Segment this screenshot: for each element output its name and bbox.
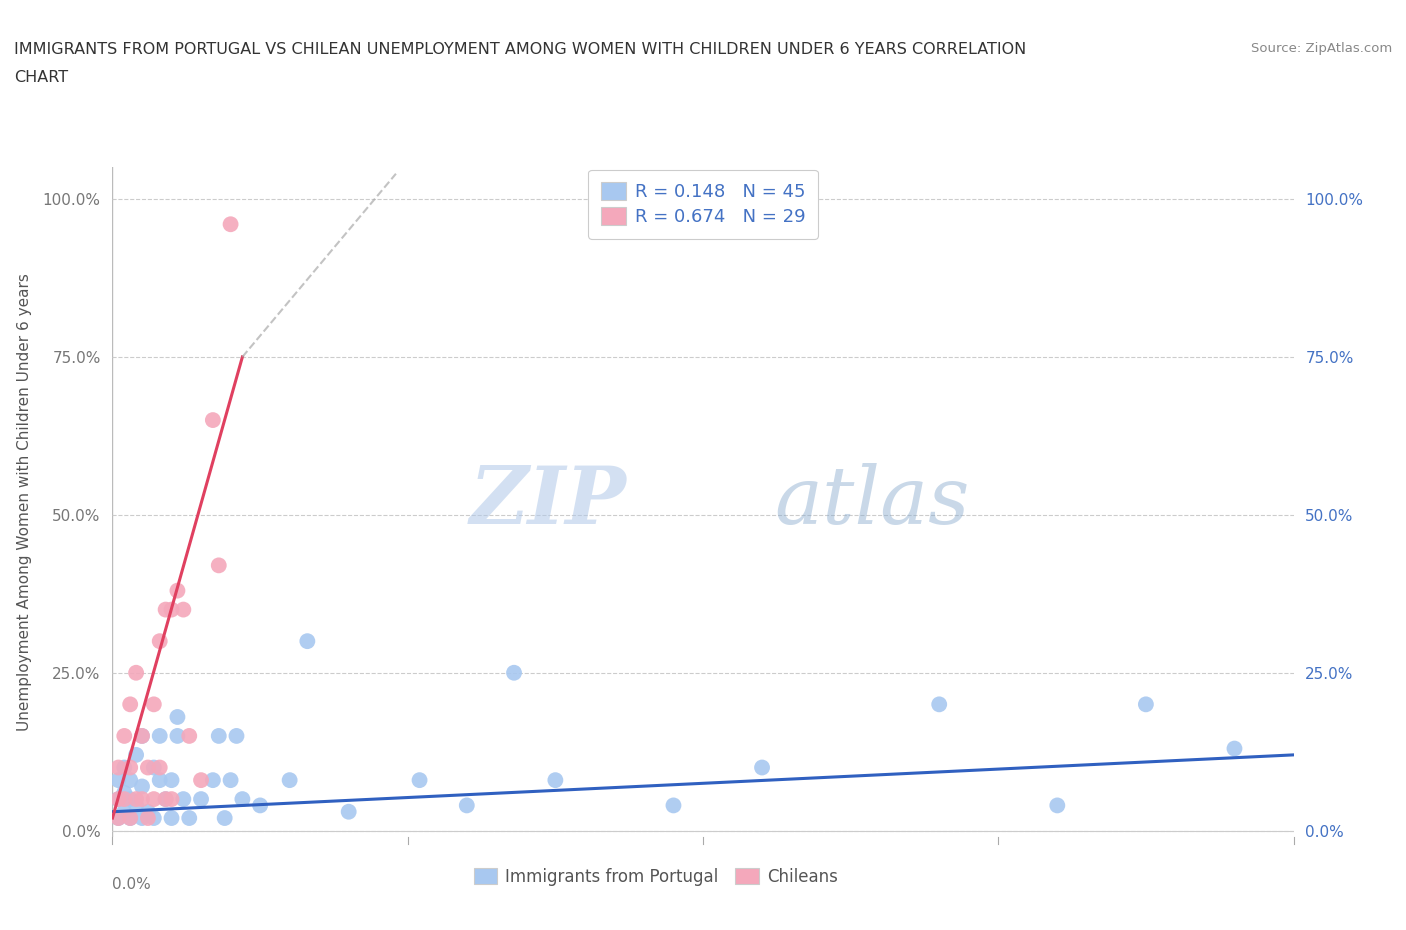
- Point: [120, 760, 142, 775]
- Point: [456, 798, 478, 813]
- Point: [172, 791, 194, 806]
- Text: 0.0%: 0.0%: [112, 877, 152, 892]
- Point: [149, 773, 172, 788]
- Point: [201, 413, 224, 428]
- Point: [155, 602, 177, 617]
- Point: [190, 791, 212, 806]
- Point: [928, 697, 950, 711]
- Point: [408, 773, 430, 788]
- Point: [166, 710, 188, 724]
- Point: [1046, 798, 1069, 813]
- Point: [142, 697, 165, 711]
- Point: [120, 791, 142, 806]
- Point: [149, 760, 172, 775]
- Point: [107, 791, 129, 806]
- Point: [125, 748, 148, 763]
- Y-axis label: Unemployment Among Women with Children Under 6 years: Unemployment Among Women with Children U…: [17, 273, 31, 731]
- Point: [544, 773, 567, 788]
- Point: [112, 804, 135, 819]
- Point: [142, 791, 165, 806]
- Point: [112, 785, 135, 800]
- Point: [120, 697, 142, 711]
- Point: [125, 798, 148, 813]
- Text: IMMIGRANTS FROM PORTUGAL VS CHILEAN UNEMPLOYMENT AMONG WOMEN WITH CHILDREN UNDER: IMMIGRANTS FROM PORTUGAL VS CHILEAN UNEM…: [14, 42, 1026, 57]
- Point: [112, 760, 135, 775]
- Point: [120, 811, 142, 826]
- Point: [166, 583, 188, 598]
- Point: [751, 760, 773, 775]
- Text: ZIP: ZIP: [470, 463, 626, 541]
- Text: atlas: atlas: [773, 463, 969, 541]
- Point: [208, 558, 231, 573]
- Point: [149, 728, 172, 743]
- Point: [112, 728, 135, 743]
- Point: [160, 773, 183, 788]
- Point: [136, 811, 159, 826]
- Point: [219, 217, 242, 232]
- Point: [503, 665, 526, 680]
- Point: [1223, 741, 1246, 756]
- Point: [136, 760, 159, 775]
- Point: [120, 811, 142, 826]
- Point: [125, 791, 148, 806]
- Point: [219, 773, 242, 788]
- Point: [107, 811, 129, 826]
- Point: [214, 811, 236, 826]
- Point: [131, 791, 153, 806]
- Point: [297, 633, 319, 648]
- Point: [142, 760, 165, 775]
- Point: [160, 811, 183, 826]
- Point: [249, 798, 271, 813]
- Point: [131, 728, 153, 743]
- Point: [107, 791, 129, 806]
- Point: [155, 791, 177, 806]
- Legend: Immigrants from Portugal, Chileans: Immigrants from Portugal, Chileans: [464, 857, 848, 896]
- Point: [179, 728, 201, 743]
- Point: [142, 811, 165, 826]
- Point: [662, 798, 685, 813]
- Point: [107, 811, 129, 826]
- Point: [120, 773, 142, 788]
- Point: [131, 728, 153, 743]
- Text: CHART: CHART: [14, 70, 67, 85]
- Text: Source: ZipAtlas.com: Source: ZipAtlas.com: [1251, 42, 1392, 55]
- Point: [125, 665, 148, 680]
- Point: [136, 804, 159, 819]
- Point: [166, 728, 188, 743]
- Point: [225, 728, 247, 743]
- Point: [160, 791, 183, 806]
- Point: [172, 602, 194, 617]
- Point: [1135, 697, 1157, 711]
- Point: [179, 811, 201, 826]
- Point: [112, 791, 135, 806]
- Point: [190, 773, 212, 788]
- Point: [201, 773, 224, 788]
- Point: [131, 779, 153, 794]
- Point: [160, 602, 183, 617]
- Point: [107, 760, 129, 775]
- Point: [107, 773, 129, 788]
- Point: [208, 728, 231, 743]
- Point: [131, 811, 153, 826]
- Point: [149, 633, 172, 648]
- Point: [155, 791, 177, 806]
- Point: [278, 773, 301, 788]
- Point: [231, 791, 253, 806]
- Point: [337, 804, 360, 819]
